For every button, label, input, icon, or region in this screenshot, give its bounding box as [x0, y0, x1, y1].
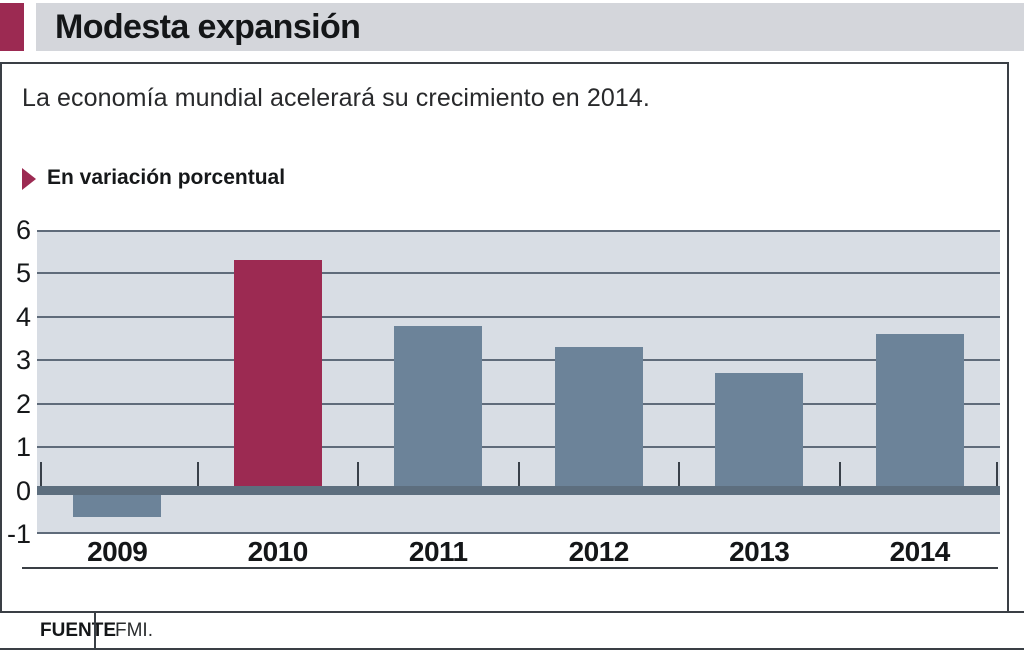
y-tick-label-6: 6	[15, 215, 31, 245]
axis-tick	[357, 462, 359, 487]
gridline-3	[37, 359, 1000, 362]
bar-2014	[875, 334, 964, 491]
x-tick-label-2013: 2013	[729, 536, 790, 567]
y-tick-label-1: 1	[15, 432, 31, 463]
bar-2010	[233, 260, 322, 491]
bar-2011	[394, 325, 483, 491]
gridline-2	[37, 402, 1000, 405]
units-label: En variación porcentual	[47, 166, 286, 189]
y-tick-label-3: 3	[15, 345, 31, 376]
gridline-1	[37, 446, 1000, 449]
source-value: FMI.	[115, 620, 153, 641]
gridline-6	[37, 230, 1000, 232]
x-tick-label-2010: 2010	[247, 536, 309, 567]
triangle-bullet-icon	[22, 168, 36, 190]
x-axis-line	[22, 567, 998, 569]
y-tick-label-5: 5	[15, 258, 31, 289]
y-tick-label-0: 0	[15, 475, 31, 506]
page-title: Modesta expansión	[55, 8, 361, 46]
axis-tick	[517, 462, 520, 487]
gridline-4	[37, 315, 1000, 318]
axis-tick	[996, 462, 998, 487]
gridline-5	[37, 272, 1000, 275]
header-band: Modesta expansión	[36, 3, 1024, 51]
axis-tick	[678, 462, 680, 487]
source-row: FUENTE FMI.	[0, 611, 1024, 650]
zero-baseline	[37, 486, 1000, 496]
source-divider	[94, 613, 96, 648]
axis-tick	[838, 462, 841, 487]
axis-tick	[40, 462, 42, 487]
x-tick-label-2009: 2009	[87, 536, 148, 567]
bar-2013	[715, 373, 804, 491]
source-label: FUENTE	[40, 620, 116, 641]
y-axis: 6 5 4 3 2 1 0 -1	[0, 216, 31, 548]
x-axis: 2009 2010 2011 2012 2013 2014	[37, 536, 1000, 567]
x-tick-label-2014: 2014	[889, 536, 951, 567]
gridline--1	[37, 532, 1000, 534]
x-tick-label-2012: 2012	[568, 536, 630, 567]
bar-chart-plot-area	[37, 230, 1000, 534]
y-tick-label-2: 2	[15, 388, 31, 419]
chart-subtitle: La economía mundial acelerará su crecimi…	[22, 84, 650, 112]
y-tick-label-4: 4	[15, 301, 31, 332]
x-tick-label-2011: 2011	[408, 536, 468, 567]
header-accent-block	[0, 3, 24, 51]
axis-tick	[196, 462, 199, 487]
y-tick-label--1: -1	[6, 519, 31, 549]
bar-2012	[554, 347, 643, 491]
